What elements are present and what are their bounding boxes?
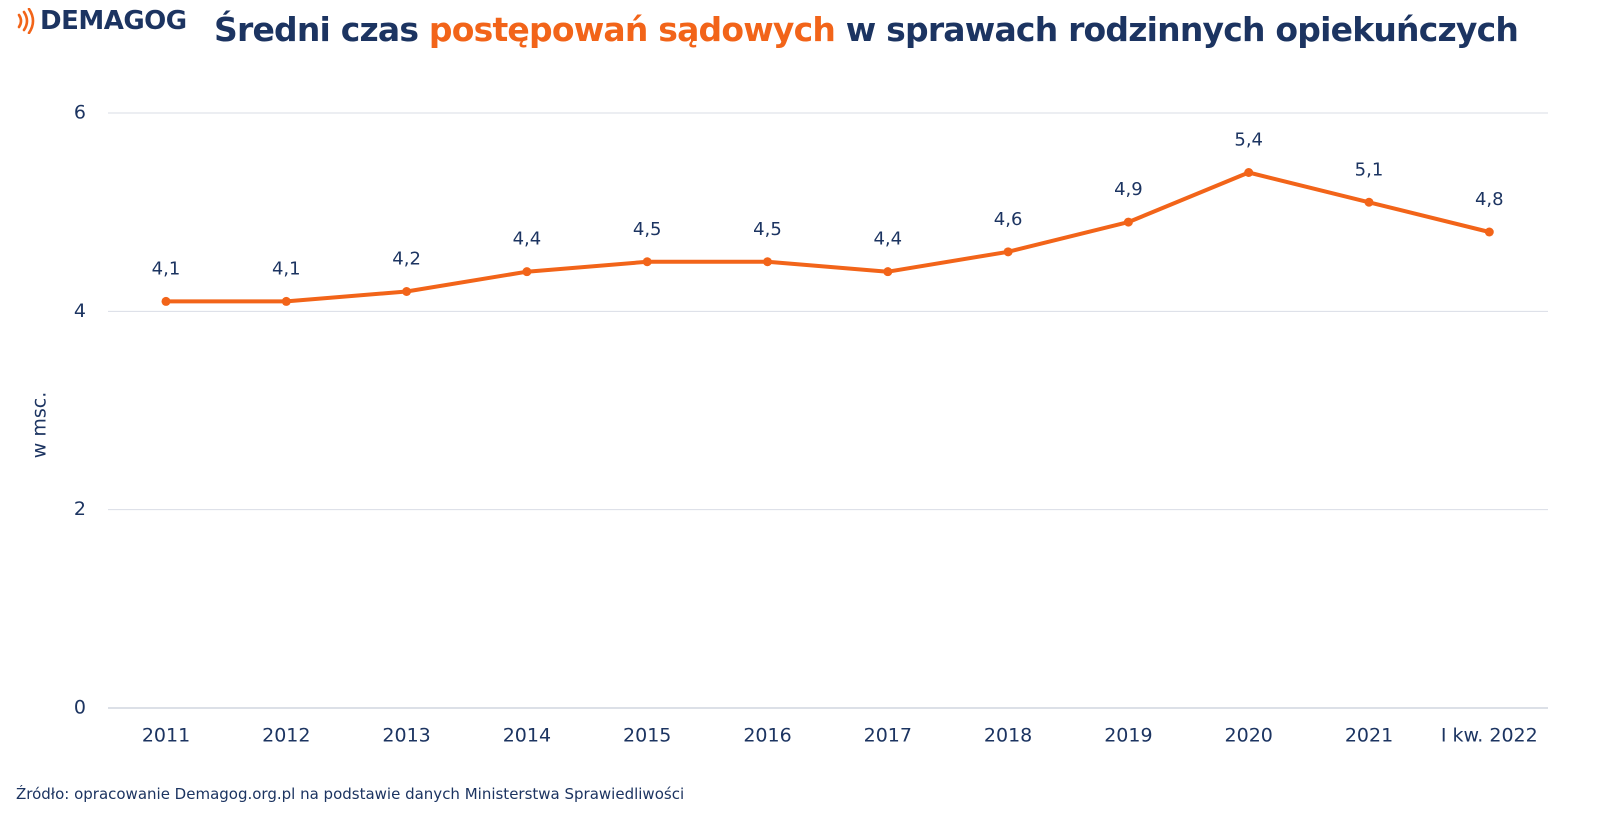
- data-label: 4,1: [272, 258, 301, 279]
- data-labels: 4,1 4,1 4,2 4,4 4,5 4,5 4,4 4,6 4,9 5,4 5,1 4,8: [152, 130, 1504, 280]
- signal-waves-icon: [17, 8, 35, 34]
- demagog-logo: DEMAGOG: [16, 6, 187, 36]
- series-line-group: [164, 170, 1492, 304]
- x-tick-label: I kw. 2022: [1441, 725, 1538, 747]
- logo-text: DEMAGOG: [40, 6, 187, 36]
- data-label: 4,2: [392, 249, 421, 270]
- title-part-2: w sprawach rodzinnych opiekuńczych: [835, 10, 1519, 49]
- data-points: [161, 168, 1494, 306]
- data-label: 4,5: [753, 219, 782, 240]
- x-tick-label: 2018: [984, 725, 1032, 747]
- x-tick-label: 2020: [1225, 725, 1273, 747]
- data-point: [161, 296, 171, 306]
- data-point: [1364, 197, 1374, 207]
- y-tick-label: 0: [74, 697, 86, 719]
- data-label: 4,9: [1114, 179, 1143, 200]
- title-accent: postępowań sądowych: [428, 10, 836, 49]
- x-tick-label: 2014: [503, 725, 551, 747]
- grid-lines: [108, 112, 1548, 709]
- data-label: 4,8: [1475, 189, 1504, 210]
- x-tick-label: 2016: [743, 725, 791, 747]
- x-axis-ticks: 2011 2012 2013 2014 2015 2016 2017 2018 2019 2020…: [142, 725, 1538, 747]
- y-tick-label: 2: [74, 498, 86, 520]
- data-label: 4,6: [994, 209, 1023, 230]
- data-point: [1003, 247, 1013, 257]
- source-note: Źródło: opracowanie Demagog.org.pl na po…: [16, 785, 685, 803]
- x-tick-label: 2013: [382, 725, 430, 747]
- x-tick-label: 2021: [1345, 725, 1393, 747]
- x-tick-label: 2012: [262, 725, 310, 747]
- x-tick-label: 2011: [142, 725, 190, 747]
- data-label: 4,1: [152, 258, 181, 279]
- x-tick-label: 2019: [1104, 725, 1152, 747]
- data-point: [1484, 227, 1494, 237]
- data-point: [883, 267, 893, 277]
- data-point: [522, 267, 532, 277]
- data-point: [642, 257, 652, 267]
- x-tick-label: 2015: [623, 725, 671, 747]
- data-point: [1244, 168, 1254, 177]
- x-tick-label: 2017: [864, 725, 912, 747]
- data-point: [763, 257, 772, 267]
- data-label: 4,5: [633, 219, 662, 240]
- data-label: 4,4: [513, 229, 542, 250]
- data-point: [281, 296, 291, 306]
- data-label: 5,1: [1355, 159, 1384, 180]
- data-label: 4,4: [873, 229, 902, 250]
- y-axis-label: w msc.: [29, 392, 51, 458]
- data-point: [1123, 217, 1133, 227]
- title-part-1: Średni czas: [214, 10, 429, 49]
- chart-title: Średni czas postępowań sądowych w sprawa…: [214, 10, 1519, 49]
- y-axis-ticks: 0 2 4 6: [74, 102, 86, 719]
- series-line: [164, 170, 1492, 304]
- y-tick-label: 6: [74, 102, 86, 124]
- y-tick-label: 4: [74, 300, 86, 322]
- data-point: [402, 287, 412, 296]
- data-label: 5,4: [1234, 130, 1263, 151]
